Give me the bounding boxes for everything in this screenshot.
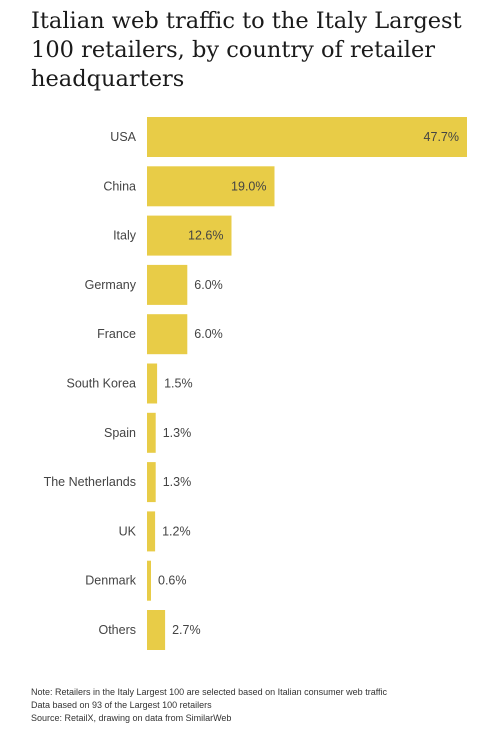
chart-footer: Note: Retailers in the Italy Largest 100… (31, 686, 481, 725)
category-label: UK (119, 524, 137, 538)
category-label: Spain (104, 426, 136, 440)
category-label: Germany (85, 278, 137, 292)
category-label: South Korea (67, 377, 137, 391)
value-label: 6.0% (194, 327, 223, 341)
value-label: 12.6% (188, 229, 223, 243)
category-label: China (103, 179, 136, 193)
bar-denmark (147, 560, 151, 601)
bar-the-netherlands (147, 462, 156, 503)
bar-others (147, 610, 166, 650)
category-label: Italy (113, 229, 137, 243)
chart-source: Source: RetailX, drawing on data from Si… (31, 713, 232, 723)
value-label: 2.7% (172, 623, 201, 637)
bar-usa (147, 117, 467, 157)
category-label: Denmark (85, 574, 136, 588)
chart-title: Italian web traffic to the Italy Largest… (31, 8, 462, 92)
value-label: 1.5% (164, 377, 193, 391)
value-label: 1.3% (163, 426, 192, 440)
bar-south-korea (147, 363, 158, 404)
chart-data-basis: Data based on 93 of the Largest 100 reta… (31, 700, 212, 710)
category-label: USA (110, 130, 136, 144)
category-label: France (97, 327, 136, 341)
category-label: Others (98, 623, 136, 637)
category-label: The Netherlands (44, 475, 136, 489)
bar-chart: USA 47.7% China 19.0% Italy 12.6% Germany 6.0% F… (44, 117, 467, 650)
bar-spain (147, 412, 156, 453)
bar-uk (147, 511, 156, 552)
bar-china (147, 166, 275, 207)
value-label: 47.7% (424, 130, 459, 144)
value-label: 0.6% (158, 574, 187, 588)
chart-note: Note: Retailers in the Italy Largest 100… (31, 687, 388, 697)
value-label: 19.0% (231, 179, 266, 193)
bar-germany (147, 264, 188, 305)
bar-france (147, 314, 188, 355)
bar-italy (147, 215, 232, 256)
value-label: 1.2% (162, 524, 191, 538)
value-label: 6.0% (194, 278, 223, 292)
value-label: 1.3% (163, 475, 192, 489)
